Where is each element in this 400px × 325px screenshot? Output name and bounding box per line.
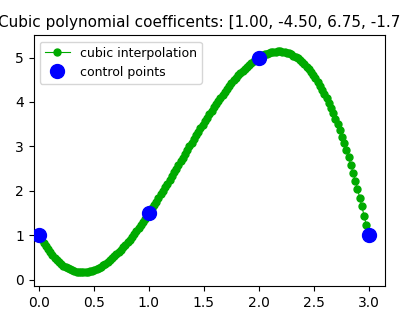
cubic interpolation (276, 49, 280, 53)
control points (256, 56, 261, 59)
Title: Cubic polynomial coefficents: [1.00, -4.50, 6.75, -1.75 ]: Cubic polynomial coefficents: [1.00, -4.… (0, 15, 400, 30)
Legend: cubic interpolation, control points: cubic interpolation, control points (40, 42, 202, 84)
cubic interpolation (366, 233, 371, 237)
Line: control points: control points (32, 51, 376, 242)
cubic interpolation (147, 210, 152, 214)
control points (37, 233, 42, 237)
cubic interpolation (211, 105, 216, 109)
cubic interpolation (267, 51, 272, 55)
cubic interpolation (225, 87, 230, 91)
control points (146, 211, 151, 215)
cubic interpolation (313, 76, 318, 80)
cubic interpolation (81, 270, 86, 274)
cubic interpolation (169, 174, 174, 178)
control points (366, 233, 371, 237)
cubic interpolation (37, 233, 42, 237)
Line: cubic interpolation: cubic interpolation (36, 48, 372, 276)
